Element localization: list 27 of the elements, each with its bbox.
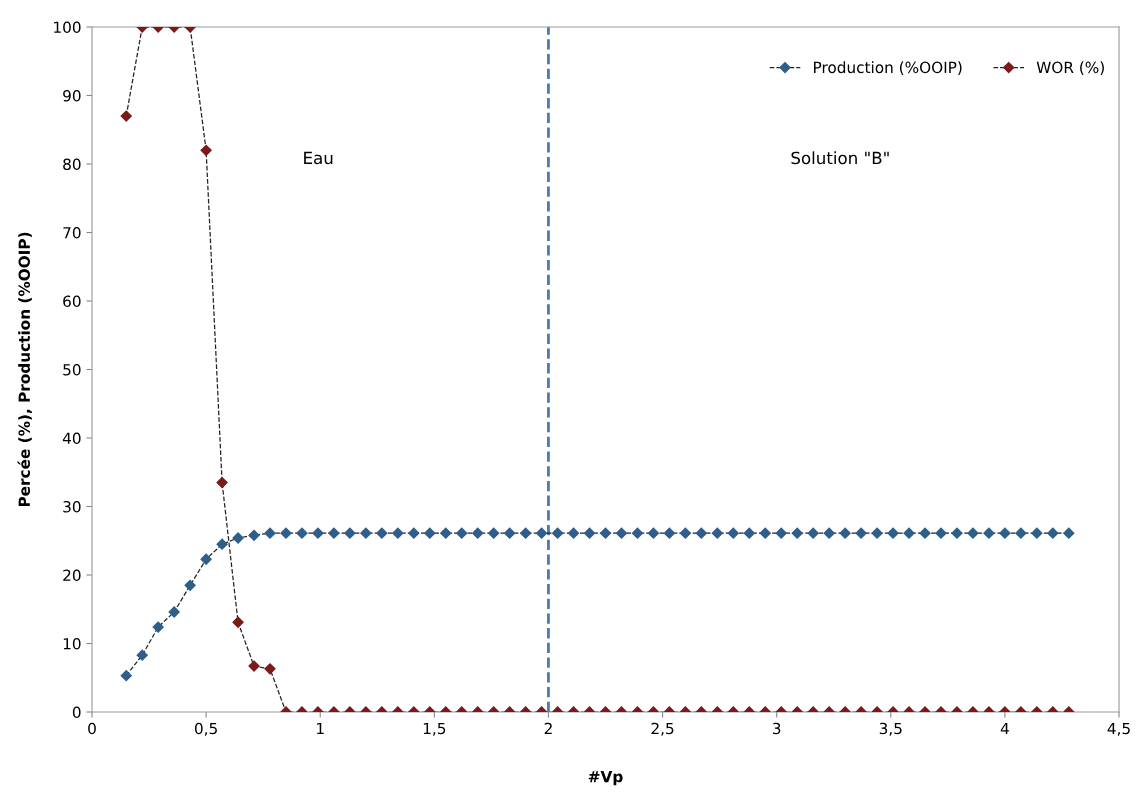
y-axis-title: Percée (%), Production (%OOIP) [17,232,32,507]
x-tick-label: 1,5 [423,722,446,736]
y-tick-label: 70 [63,226,81,239]
y-tick-label: 40 [62,432,81,445]
x-tick-label: 0 [88,722,96,735]
y-tick-label: 20 [63,569,81,582]
x-tick-label: 1 [317,722,324,735]
x-tick-label: 2 [544,722,552,735]
annotation: Solution "B" [791,151,889,165]
y-tick-label: 0 [72,706,81,719]
legend-label: Production (%OOIP) [814,61,962,75]
y-tick-label: 50 [63,363,81,376]
x-axis-title: #Vp [588,771,623,786]
x-tick-label: 3,5 [879,722,902,736]
x-tick-label: 2,5 [651,722,674,736]
legend-label: WOR (%) [1036,61,1104,75]
x-tick-label: 4,5 [1107,722,1130,736]
y-tick-label: 90 [63,89,81,102]
x-tick-label: 0,5 [194,722,217,736]
x-tick-label: 3 [772,722,781,735]
y-tick-label: 80 [63,158,81,171]
x-tick-label: 4 [1000,722,1009,735]
y-tick-label: 100 [54,21,81,34]
y-tick-label: 10 [63,637,81,650]
y-tick-label: 30 [63,500,81,513]
y-tick-label: 60 [63,295,81,308]
annotation: Eau [304,151,333,165]
